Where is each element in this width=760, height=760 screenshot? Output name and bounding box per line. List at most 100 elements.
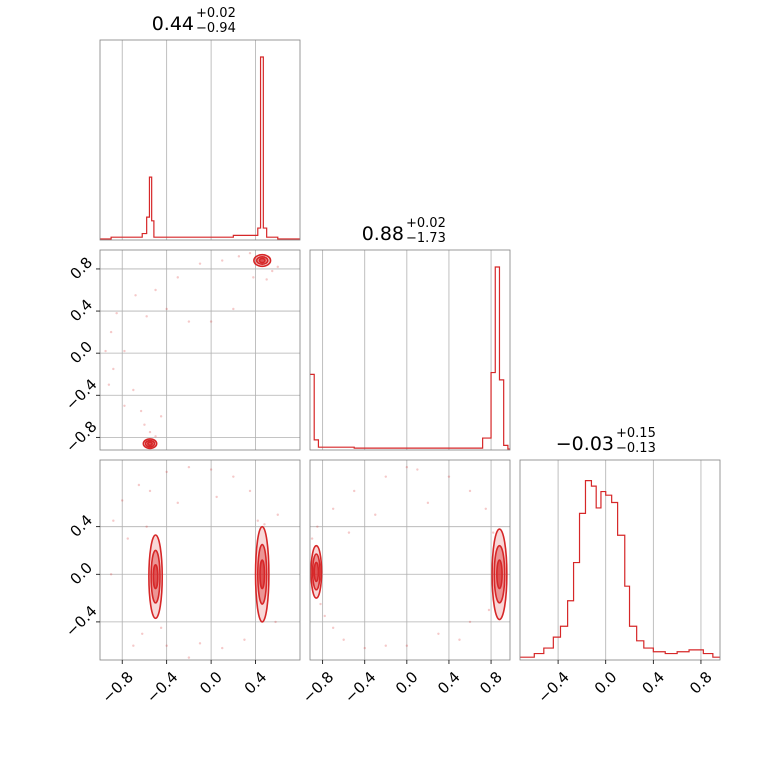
y-tick-label: −0.4: [62, 602, 100, 640]
x-tick-label: 0.8: [686, 668, 716, 698]
title-median: −0.03: [556, 433, 614, 455]
scatter-point: [248, 251, 252, 255]
scatter-point: [187, 465, 191, 469]
density-panel-0-1: [104, 251, 279, 457]
scatter-point: [347, 531, 351, 534]
scatter-point: [252, 276, 255, 279]
scatter-point: [141, 455, 143, 457]
x-tick-label: −0.8: [299, 668, 337, 706]
panel-frame-2-2: [519, 459, 721, 661]
panel-frame-1-1: [309, 249, 511, 451]
x-tick-label: −0.8: [98, 668, 136, 706]
scatter-point: [342, 638, 345, 641]
scatter-point: [104, 349, 107, 353]
scatter-point: [123, 349, 126, 353]
grid-layer: [100, 40, 702, 660]
scatter-point: [363, 646, 366, 650]
title-plus: +0.02: [196, 6, 236, 21]
scatter-point: [265, 278, 268, 281]
scatter-point: [109, 573, 113, 576]
histogram-param-2: [520, 480, 720, 658]
y-tick-label: 0.8: [66, 253, 96, 283]
scatter-point: [331, 507, 335, 511]
scatter-point: [353, 489, 356, 493]
scatter-point: [121, 499, 124, 502]
x-tick-label: 0.4: [241, 668, 271, 698]
title-median: 0.88: [362, 223, 404, 245]
y-tick-label: −0.8: [62, 417, 100, 455]
scatter-point: [176, 276, 179, 279]
scatter-point: [132, 388, 135, 392]
scatter-point: [416, 468, 419, 471]
scatter-point: [256, 519, 259, 522]
scatter-point: [221, 259, 224, 262]
x-tick-label: 0.0: [591, 668, 621, 698]
title-minus: −0.94: [196, 21, 236, 36]
scatter-point: [437, 632, 440, 636]
scatter-point: [232, 475, 235, 478]
density-panel-1-2: [310, 465, 508, 650]
scatter-point: [145, 315, 148, 318]
scatter-point: [132, 644, 135, 647]
y-tick-label: 0.4: [66, 296, 96, 326]
y-tick-label: −0.4: [62, 375, 100, 413]
scatter-point: [271, 269, 274, 273]
title-plus: +0.15: [616, 426, 656, 441]
scatter-point: [323, 614, 326, 618]
scatter-point: [109, 330, 113, 334]
x-tick-label: 0.0: [392, 668, 422, 698]
scatter-point: [126, 537, 129, 540]
histogram-param-0: [100, 56, 300, 240]
density-contour: [496, 559, 503, 590]
scatter-point: [112, 367, 115, 371]
scatter-point: [141, 632, 144, 636]
scatter-point: [447, 475, 451, 478]
scatter-point: [316, 525, 319, 528]
x-tick-label: −0.4: [534, 668, 572, 706]
title-minus: −0.13: [616, 441, 656, 456]
scatter-point: [139, 409, 143, 413]
scatter-point: [487, 608, 491, 612]
scatter-point: [187, 320, 191, 323]
scatter-point: [123, 404, 126, 407]
frame-layer: [99, 39, 721, 661]
data-layer: [100, 56, 720, 659]
panel-frame-0-1: [99, 249, 301, 451]
scatter-point: [491, 531, 495, 534]
panel-frame-0-0: [99, 39, 301, 241]
scatter-point: [310, 537, 314, 540]
scatter-point: [248, 489, 252, 493]
x-tick-label: 0.0: [196, 668, 226, 698]
panel-title-2: −0.03 +0.15−0.13: [556, 426, 656, 456]
y-tick-label: 0.4: [66, 511, 96, 541]
scatter-point: [159, 626, 163, 630]
scatter-point: [237, 255, 241, 258]
density-contour: [146, 441, 154, 447]
scatter-point: [209, 320, 213, 323]
panel-frame-1-2: [309, 459, 511, 661]
scatter-point: [154, 435, 157, 438]
scatter-point: [165, 470, 168, 474]
scatter-point: [137, 483, 141, 487]
scatter-point: [107, 383, 111, 386]
scatter-point: [243, 638, 246, 641]
scatter-point: [458, 638, 461, 641]
scatter-point: [384, 475, 387, 478]
title-plus: +0.02: [406, 216, 446, 231]
x-tick-label: 0.4: [434, 668, 464, 698]
scatter-point: [112, 519, 115, 522]
x-tick-label: 0.4: [638, 668, 668, 698]
scatter-point: [276, 265, 279, 269]
scatter-point: [176, 501, 179, 505]
histogram-param-1: [310, 266, 510, 450]
scatter-point: [319, 602, 322, 606]
title-layer: 0.44 +0.02−0.940.88 +0.02−1.73−0.03 +0.15−0…: [152, 6, 656, 456]
scatter-point: [154, 288, 157, 292]
x-tick-label: −0.4: [341, 668, 379, 706]
scatter-point: [143, 423, 146, 426]
scatter-point: [134, 294, 137, 297]
scatter-point: [468, 620, 472, 624]
density-contour: [258, 257, 266, 264]
title-median: 0.44: [152, 13, 194, 35]
